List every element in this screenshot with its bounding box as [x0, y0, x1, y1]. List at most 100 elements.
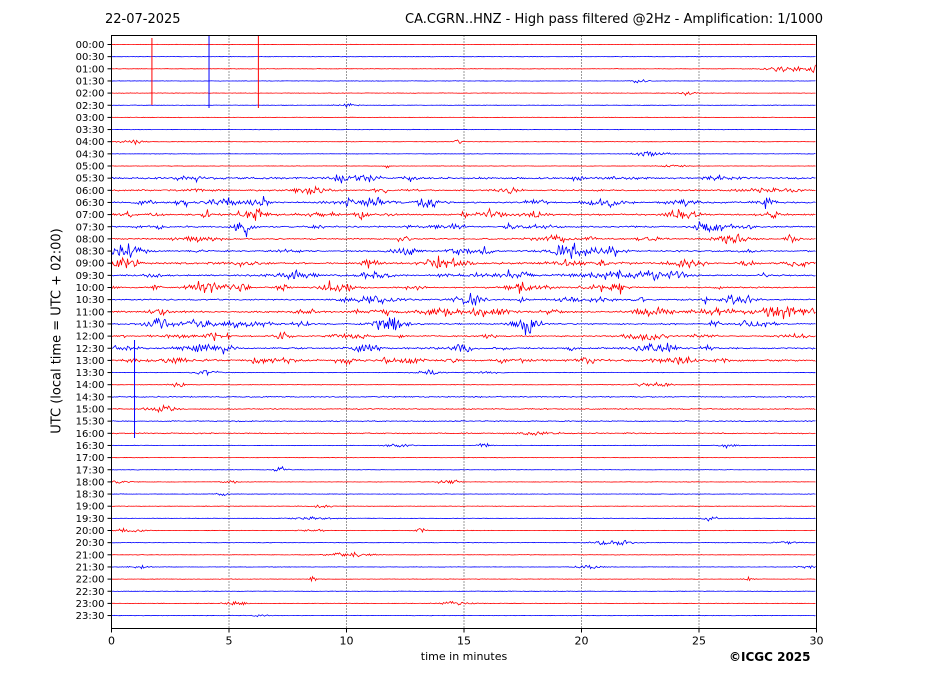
y-tick-label: 14:30 — [76, 392, 105, 403]
y-tick-label: 09:30 — [76, 271, 105, 282]
y-tick-label: 22:30 — [76, 587, 105, 598]
y-tick-label: 21:30 — [76, 562, 105, 573]
y-tick-label: 04:30 — [76, 149, 105, 160]
x-axis-label: time in minutes — [420, 650, 508, 663]
trace-16:00 — [111, 431, 816, 436]
y-tick-label: 12:30 — [76, 344, 105, 355]
y-tick-label: 21:00 — [76, 550, 105, 561]
trace-04:30 — [111, 150, 816, 158]
date-label: 22-07-2025 — [105, 12, 181, 27]
trace-13:00 — [111, 355, 816, 366]
trace-04:00 — [111, 139, 816, 146]
y-tick-label: 19:30 — [76, 514, 105, 525]
trace-05:30 — [111, 174, 816, 184]
y-tick-label: 10:00 — [76, 283, 105, 294]
trace-20:30 — [111, 539, 816, 546]
y-tick-label: 08:00 — [76, 234, 105, 245]
y-tick-label: 14:00 — [76, 380, 105, 391]
plot-frame — [111, 35, 817, 629]
trace-19:30 — [111, 516, 816, 522]
y-tick-label: 17:00 — [76, 453, 105, 464]
y-tick-label: 05:00 — [76, 162, 105, 173]
y-tick-label: 07:00 — [76, 210, 105, 221]
y-tick-label: 02:30 — [76, 101, 105, 112]
y-tick-label: 03:30 — [76, 125, 105, 136]
trace-10:30 — [111, 292, 816, 306]
x-tick-label: 5 — [226, 635, 233, 648]
trace-14:00 — [111, 381, 816, 388]
trace-00:30 — [111, 55, 816, 58]
trace-11:30 — [111, 317, 816, 336]
trace-19:00 — [111, 504, 816, 509]
y-tick-label: 16:00 — [76, 429, 105, 440]
trace-06:00 — [111, 185, 816, 196]
trace-02:00 — [111, 91, 816, 97]
y-axis-label: UTC (local time = UTC + 02:00) — [49, 228, 65, 434]
trace-09:00 — [111, 255, 816, 269]
trace-00:00 — [111, 43, 816, 46]
y-tick-label: 13:30 — [76, 368, 105, 379]
y-tick-label: 08:30 — [76, 247, 105, 258]
x-tick-label: 10 — [340, 635, 354, 648]
trace-18:30 — [111, 492, 816, 497]
x-tick-label: 20 — [575, 635, 589, 648]
y-tick-label: 09:00 — [76, 259, 105, 270]
trace-13:30 — [111, 369, 816, 377]
x-tick-label: 30 — [810, 635, 824, 648]
y-tick-label: 16:30 — [76, 441, 105, 452]
trace-23:30 — [111, 614, 816, 618]
y-tick-label: 20:30 — [76, 538, 105, 549]
trace-07:30 — [111, 221, 816, 238]
x-tick-label: 0 — [108, 635, 115, 648]
y-tick-label: 17:30 — [76, 465, 105, 476]
trace-11:00 — [111, 305, 816, 320]
copyright-label: ©ICGC 2025 — [729, 650, 811, 664]
trace-23:00 — [111, 600, 816, 606]
trace-08:30 — [111, 242, 816, 259]
trace-12:30 — [111, 342, 816, 355]
y-tick-label: 19:00 — [76, 502, 105, 513]
trace-15:30 — [111, 420, 816, 423]
x-tick-label: 25 — [692, 635, 706, 648]
trace-22:30 — [111, 590, 816, 592]
y-tick-label: 18:30 — [76, 490, 105, 501]
trace-03:30 — [111, 128, 816, 131]
y-tick-label: 22:00 — [76, 575, 105, 586]
y-tick-label: 07:30 — [76, 222, 105, 233]
y-tick-label: 20:00 — [76, 526, 105, 537]
trace-20:00 — [111, 527, 816, 534]
x-tick-label: 15 — [457, 635, 471, 648]
trace-03:00 — [111, 116, 816, 119]
y-tick-label: 12:00 — [76, 332, 105, 343]
y-tick-label: 00:00 — [76, 40, 105, 51]
trace-21:00 — [111, 551, 816, 558]
chart-title: CA.CGRN..HNZ - High pass filtered @2Hz -… — [405, 12, 823, 27]
y-tick-label: 01:30 — [76, 76, 105, 87]
y-tick-label: 15:00 — [76, 405, 105, 416]
trace-15:00 — [111, 404, 816, 414]
vertical-gridlines — [228, 35, 700, 629]
trace-16:30 — [111, 442, 816, 450]
trace-09:30 — [111, 269, 816, 282]
seismic-traces — [111, 35, 816, 618]
trace-02:30 — [111, 102, 816, 108]
y-tick-label: 06:30 — [76, 198, 105, 209]
y-tick-label: 13:00 — [76, 356, 105, 367]
y-tick-label: 23:30 — [76, 611, 105, 622]
trace-22:00 — [111, 575, 816, 583]
y-tick-label: 01:00 — [76, 64, 105, 75]
trace-01:00 — [111, 64, 816, 74]
y-tick-label: 15:30 — [76, 417, 105, 428]
trace-18:00 — [111, 479, 816, 485]
y-tick-label: 04:00 — [76, 137, 105, 148]
y-tick-label: 05:30 — [76, 174, 105, 185]
trace-07:00 — [111, 207, 816, 221]
trace-14:30 — [111, 395, 816, 399]
y-tick-label: 11:00 — [76, 307, 105, 318]
y-tick-label: 06:00 — [76, 186, 105, 197]
trace-21:30 — [111, 564, 816, 570]
y-tick-label: 02:00 — [76, 89, 105, 100]
trace-05:00 — [111, 164, 816, 169]
